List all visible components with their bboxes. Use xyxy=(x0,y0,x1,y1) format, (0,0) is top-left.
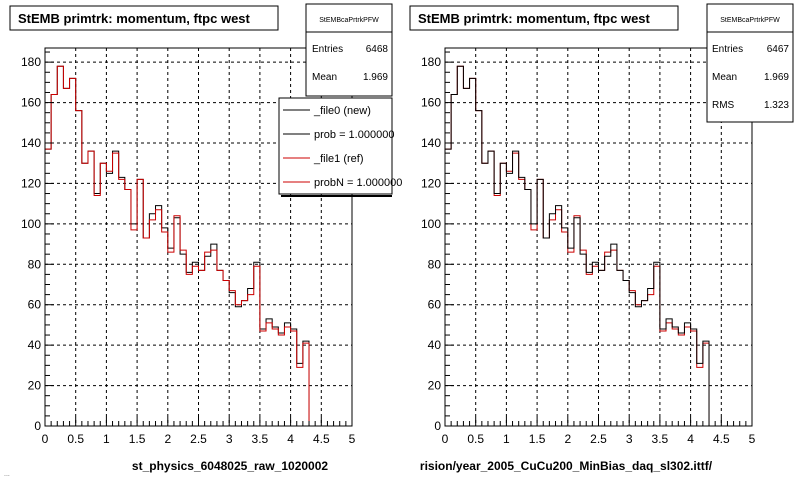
stats-box: StEMBcaPrtrkPFW Entries 6468 Mean 1.969 xyxy=(305,3,393,97)
y-tick-label: 0 xyxy=(34,419,41,433)
x-tick-label: 2.5 xyxy=(590,432,607,446)
y-tick-label: 140 xyxy=(21,136,41,150)
title-box xyxy=(9,5,279,31)
x-tick-label: 0 xyxy=(442,432,449,446)
x-tick-label: 1.5 xyxy=(129,432,146,446)
stats-name: StEMBcaPrtrkPFW xyxy=(319,17,379,24)
histogram-panel-left: StEMB primtrk: momentum, ftpc west 0 0.5 1… xyxy=(9,3,402,473)
x-tick-label: 2.5 xyxy=(190,432,207,446)
histogram-series-b xyxy=(44,65,310,426)
x-tick-label: 0.5 xyxy=(467,432,484,446)
y-tick-label: 140 xyxy=(421,136,441,150)
y-tick-label: 160 xyxy=(421,96,441,110)
stats-box: StEMBcaPrtrkPFW Entries 6467 Mean 1.969 … xyxy=(706,3,794,123)
x-tick-label: 1 xyxy=(503,432,510,446)
x-tick-label: 4.5 xyxy=(713,432,730,446)
y-tick-label: 100 xyxy=(421,217,441,231)
chart-title: StEMB primtrk: momentum, ftpc west xyxy=(418,11,651,26)
legend-entry-label: probN = 1.000000 xyxy=(314,177,402,189)
x-axis-label: rision/year_2005_CuCu200_MinBias_daq_sl3… xyxy=(420,459,713,473)
y-tick-label: 80 xyxy=(28,257,42,271)
stats-mean-label: Mean xyxy=(712,72,737,83)
legend: _file0 (new) prob = 1.000000 _file1 (ref… xyxy=(278,97,402,197)
y-tick-label: 160 xyxy=(21,96,41,110)
plot-area: 0 0.5 1 1.5 2 2.5 3 3.5 4 4.5 5 0 20 40 60 80 100 120 140 1… xyxy=(421,47,756,446)
y-tick-label: 60 xyxy=(428,298,442,312)
x-tick-label: 0.5 xyxy=(67,432,84,446)
stats-box-frame xyxy=(305,3,393,97)
y-tick-label: 120 xyxy=(21,176,41,190)
stats-entries-label: Entries xyxy=(712,44,743,55)
y-tick-label: 0 xyxy=(434,419,441,433)
y-tick-label: 180 xyxy=(21,55,41,69)
x-tick-label: 3.5 xyxy=(652,432,669,446)
legend-frame xyxy=(278,97,393,195)
x-tick-label: 1.5 xyxy=(529,432,546,446)
chart-title: StEMB primtrk: momentum, ftpc west xyxy=(18,11,251,26)
x-tick-label: 4.5 xyxy=(313,432,330,446)
stats-entries-value: 6467 xyxy=(767,44,790,55)
stats-name: StEMBcaPrtrkPFW xyxy=(720,17,780,24)
x-tick-label: 0 xyxy=(42,432,49,446)
x-tick-label: 2 xyxy=(164,432,171,446)
x-tick-label: 1 xyxy=(103,432,110,446)
footer-text: ... xyxy=(4,471,10,478)
x-tick-label: 3 xyxy=(226,432,233,446)
legend-entry-label: _file0 (new) xyxy=(313,105,371,117)
title-box xyxy=(409,5,679,31)
x-tick-label: 3 xyxy=(626,432,633,446)
y-tick-label: 100 xyxy=(21,217,41,231)
y-tick-label: 120 xyxy=(421,176,441,190)
stats-mean-value: 1.969 xyxy=(764,72,789,83)
legend-entry-label: prob = 1.000000 xyxy=(314,129,394,141)
x-tick-label: 3.5 xyxy=(252,432,269,446)
y-tick-label: 20 xyxy=(428,379,442,393)
histogram-series-b xyxy=(444,65,710,426)
y-tick-label: 40 xyxy=(28,338,42,352)
histogram-panel-right: StEMB primtrk: momentum, ftpc west 0 0.5 1… xyxy=(409,3,794,473)
y-tick-label: 20 xyxy=(28,379,42,393)
y-tick-label: 60 xyxy=(28,298,42,312)
stats-mean-label: Mean xyxy=(312,72,337,83)
y-tick-label: 40 xyxy=(428,338,442,352)
stats-rms-label: RMS xyxy=(712,100,735,111)
y-tick-label: 180 xyxy=(421,55,441,69)
legend-entry-label: _file1 (ref) xyxy=(313,153,364,165)
x-tick-label: 2 xyxy=(564,432,571,446)
x-tick-label: 4 xyxy=(287,432,294,446)
x-tick-label: 5 xyxy=(749,432,756,446)
stats-rms-value: 1.323 xyxy=(764,100,789,111)
stats-mean-value: 1.969 xyxy=(363,72,388,83)
stats-entries-value: 6468 xyxy=(366,44,389,55)
y-tick-label: 80 xyxy=(428,257,442,271)
stats-box-frame xyxy=(706,3,794,123)
x-tick-label: 5 xyxy=(349,432,356,446)
stats-entries-label: Entries xyxy=(312,44,343,55)
x-axis-label: st_physics_6048025_raw_1020002 xyxy=(132,459,328,473)
x-tick-label: 4 xyxy=(687,432,694,446)
